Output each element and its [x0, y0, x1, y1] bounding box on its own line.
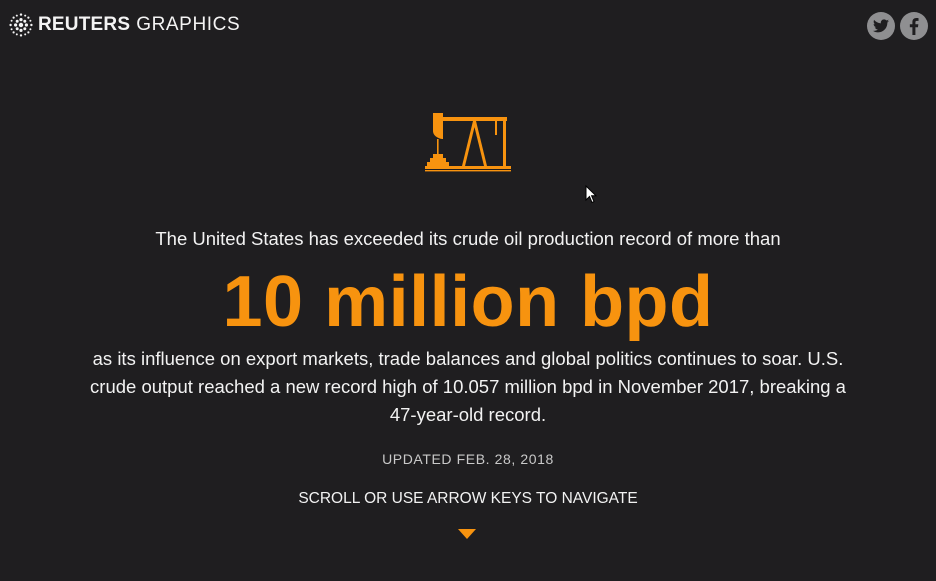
brand-name: REUTERS [38, 14, 131, 35]
body-text: as its influence on export markets, trad… [90, 348, 846, 425]
twitter-share-button[interactable] [867, 12, 895, 40]
headline-stat: 10 million bpd [222, 262, 714, 342]
twitter-icon [873, 19, 889, 33]
oil-pumpjack-icon [425, 113, 511, 172]
reuters-dot-logo-icon [9, 13, 33, 37]
intro-text: The United States has exceeded its crude… [155, 228, 781, 249]
navigation-hint: SCROLL OR USE ARROW KEYS TO NAVIGATE [298, 490, 638, 507]
brand-section: GRAPHICS [136, 14, 241, 35]
updated-date: UPDATED FEB. 28, 2018 [382, 451, 554, 467]
header: REUTERS GRAPHICS [0, 0, 936, 52]
facebook-icon [909, 17, 919, 35]
mouse-cursor-icon [585, 185, 597, 204]
social-share [867, 12, 928, 40]
facebook-share-button[interactable] [900, 12, 928, 40]
chevron-down-icon[interactable] [458, 529, 476, 539]
reuters-graphics-logo[interactable]: REUTERS GRAPHICS [8, 12, 240, 38]
